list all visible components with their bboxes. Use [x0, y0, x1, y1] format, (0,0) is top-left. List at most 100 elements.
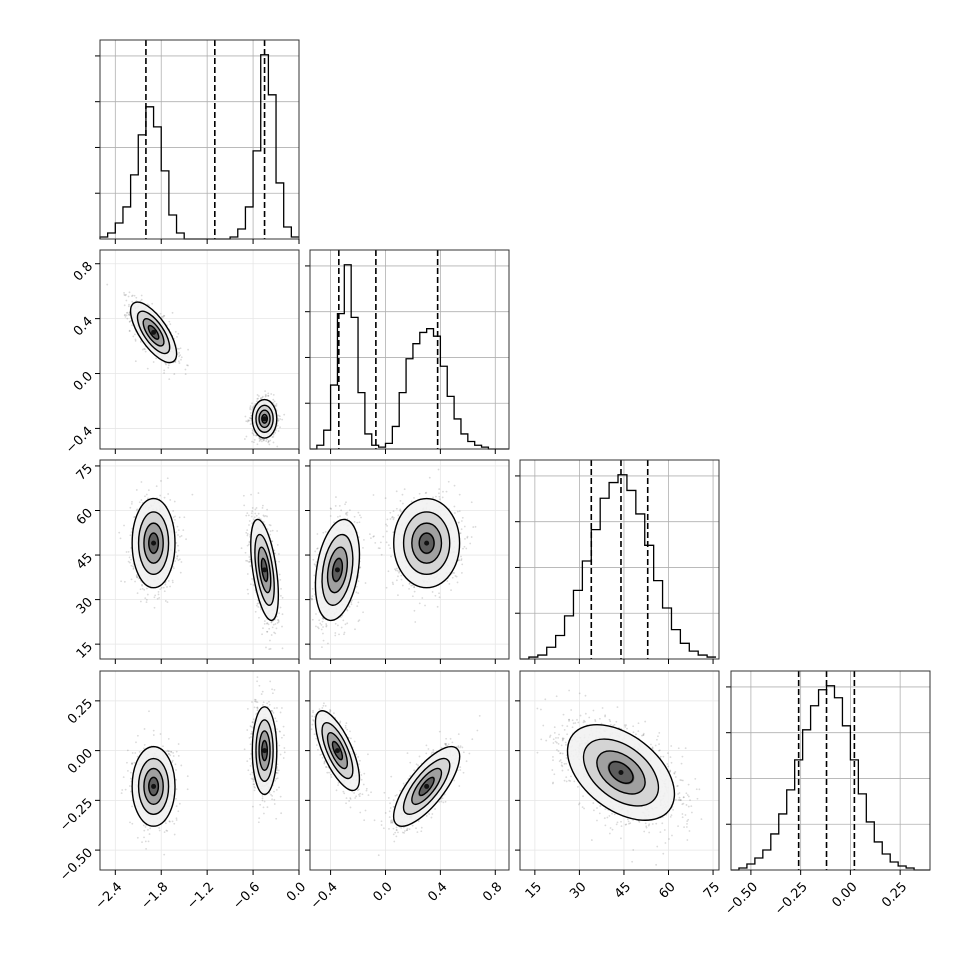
density-peak [334, 567, 340, 573]
scatter-point [249, 560, 252, 563]
scatter-point [267, 623, 270, 626]
scatter-point [167, 364, 170, 367]
scatter-point [162, 315, 165, 318]
scatter-point [258, 616, 260, 619]
scatter-point [262, 627, 264, 630]
scatter-point [322, 639, 325, 642]
contour-line [148, 532, 160, 554]
scatter-point [130, 503, 133, 505]
density-peak [262, 567, 268, 573]
scatter-point [280, 594, 282, 597]
contour-line [251, 398, 278, 439]
scatter-point [143, 347, 146, 350]
scatter-point [145, 598, 148, 601]
scatter-point [263, 439, 265, 441]
scatter-point [384, 497, 387, 500]
scatter-point [141, 348, 144, 351]
scatter-point [353, 521, 356, 523]
scatter-point [168, 320, 171, 323]
scatter-point [321, 646, 323, 649]
scatter-point [340, 626, 343, 629]
scatter-point [262, 439, 265, 442]
scatter-point [252, 441, 255, 444]
scatter-point [133, 515, 136, 518]
scatter-point [262, 504, 264, 507]
scatter-point [176, 347, 179, 350]
scatter-point [343, 633, 345, 636]
scatter-point [246, 534, 249, 537]
scatter-point [399, 499, 402, 502]
contour-line [260, 557, 269, 582]
scatter-point [127, 305, 130, 308]
contour-line [261, 413, 269, 424]
scatter-point [311, 587, 314, 590]
scatter-point [266, 630, 269, 633]
scatter-point [141, 584, 144, 587]
scatter-point [156, 597, 159, 600]
scatter-point [447, 480, 450, 483]
scatter-point [408, 587, 410, 590]
scatter-point [246, 588, 249, 591]
scatter-point [460, 528, 463, 531]
scatter-point [358, 521, 361, 524]
scatter-point [147, 497, 149, 500]
scatter-point [131, 324, 133, 327]
scatter-point [316, 547, 319, 550]
scatter-point [316, 547, 319, 550]
scatter-point [136, 508, 139, 511]
scatter-point [246, 512, 249, 515]
scatter-point [136, 576, 139, 579]
scatter-point [343, 631, 346, 634]
scatter-point [141, 587, 144, 590]
scatter-point [125, 299, 128, 302]
scatter-point [257, 606, 260, 608]
scatter-point [321, 620, 324, 623]
scatter-point [252, 430, 254, 432]
scatter-point [342, 619, 345, 622]
scatter-point [330, 508, 333, 510]
scatter-point [253, 516, 256, 519]
scatter-point [133, 333, 136, 336]
scatter-point [240, 547, 243, 550]
scatter-point [438, 495, 441, 498]
scatter-point [126, 317, 129, 320]
scatter-point [251, 440, 253, 443]
scatter-point [125, 314, 128, 317]
scatter-point [164, 362, 167, 365]
density-peak [151, 540, 157, 546]
scatter-point [281, 625, 283, 628]
scatter-point [271, 540, 274, 543]
scatter-point [250, 414, 253, 417]
scatter-point [151, 302, 154, 305]
scatter-point [438, 498, 441, 501]
scatter-point [399, 508, 402, 511]
scatter-point [174, 330, 177, 333]
scatter-point [159, 494, 162, 497]
scatter-point [322, 618, 325, 620]
scatter-point [368, 533, 371, 536]
scatter-point [245, 435, 248, 438]
scatter-point [145, 601, 148, 604]
scatter-point [359, 566, 362, 569]
scatter-point [123, 291, 125, 294]
scatter-point [125, 293, 127, 296]
scatter-point [106, 283, 109, 286]
scatter-point [182, 529, 185, 532]
scatter-point [268, 648, 271, 651]
scatter-point [135, 574, 138, 576]
scatter-point [348, 509, 351, 511]
scatter-point [123, 314, 126, 317]
scatter-point [130, 564, 133, 567]
scatter-point [180, 534, 183, 537]
scatter-point [165, 363, 167, 366]
scatter-point [355, 585, 358, 588]
scatter-point [147, 489, 150, 492]
scatter-point [140, 499, 143, 501]
scatter-point [144, 495, 146, 498]
scatter-point [246, 544, 249, 547]
scatter-point [257, 512, 260, 515]
scatter-point [128, 291, 131, 294]
scatter-point [176, 557, 178, 560]
contour-line [136, 310, 171, 355]
scatter-point [249, 417, 252, 420]
